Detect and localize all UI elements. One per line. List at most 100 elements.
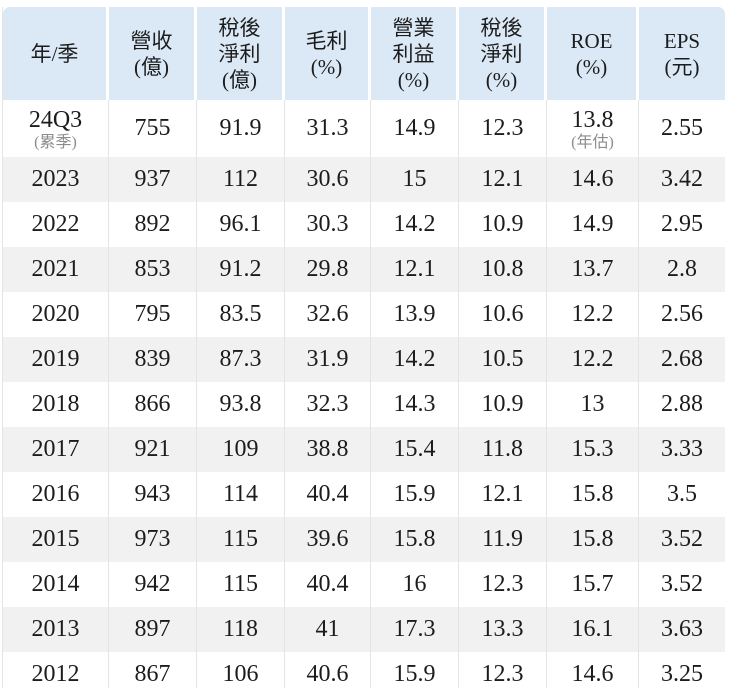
cell-net-profit-amt: 91.9: [197, 100, 285, 157]
cell-value: 115: [222, 526, 259, 552]
cell-eps: 3.42: [639, 157, 725, 202]
cell-eps: 3.5: [639, 472, 725, 517]
cell-year: 2013: [3, 607, 109, 652]
cell-value: 3.63: [661, 616, 703, 642]
table-row-2014: 2014 942 115 40.4 16 12.3 15.7 3.52: [3, 562, 725, 607]
cell-value: 15.8: [571, 526, 614, 552]
cell-eps: 2.56: [639, 292, 725, 337]
cell-roe: 16.1: [547, 607, 639, 652]
cell-operating-margin: 14.2: [371, 337, 459, 382]
cell-value: 3.42: [661, 166, 703, 192]
header-label: EPS: [663, 28, 701, 53]
cell-roe: 14.6: [547, 157, 639, 202]
cell-operating-margin: 15.4: [371, 427, 459, 472]
cell-year: 2018: [3, 382, 109, 427]
cell-eps: 3.52: [639, 517, 725, 562]
table-header-row: 年/季 營收 (億) 稅後 淨利 (億) 毛利 (%) 營業 利益 (%) 稅後 淨利 (%) ROE (%)…: [3, 7, 725, 100]
cell-value: 12.3: [481, 571, 524, 597]
cell-value: 937: [134, 166, 171, 192]
cell-value: 13.7: [571, 256, 614, 282]
cell-gross-margin: 31.9: [285, 337, 371, 382]
cell-value: 921: [134, 436, 171, 462]
cell-net-margin: 12.1: [459, 157, 547, 202]
cell-value: 2015: [31, 526, 80, 552]
cell-value: 13.8: [571, 106, 614, 133]
cell-value: 109: [222, 436, 259, 462]
cell-roe: 12.2: [547, 337, 639, 382]
cell-value: 31.3: [306, 115, 349, 141]
cell-value: 2.55: [661, 115, 703, 141]
cell-value: 15.8: [571, 481, 614, 507]
cell-roe: 15.7: [547, 562, 639, 607]
financial-history-table[interactable]: 年/季 營收 (億) 稅後 淨利 (億) 毛利 (%) 營業 利益 (%) 稅後 淨利 (%) ROE (%)…: [2, 7, 725, 688]
cell-net-margin: 11.9: [459, 517, 547, 562]
cell-revenue: 867: [109, 652, 197, 688]
cell-value: 3.33: [661, 436, 703, 462]
cell-roe: 13.8 (年估): [547, 100, 639, 157]
header-label: 年/季: [30, 41, 79, 66]
table-row-2023: 2023 937 112 30.6 15 12.1 14.6 3.42: [3, 157, 725, 202]
cell-value: 115: [222, 571, 259, 597]
cell-gross-margin: 41: [285, 607, 371, 652]
cell-net-margin: 12.1: [459, 472, 547, 517]
cell-net-profit-amt: 83.5: [197, 292, 285, 337]
cell-operating-margin: 15.9: [371, 652, 459, 688]
cell-value: 3.5: [667, 481, 697, 507]
cell-value: 13.9: [393, 301, 436, 327]
table-row-2021: 2021 853 91.2 29.8 12.1 10.8 13.7 2.8: [3, 247, 725, 292]
cell-net-profit-amt: 118: [197, 607, 285, 652]
cell-value: 2.95: [661, 211, 703, 237]
cell-value: 87.3: [219, 346, 262, 372]
cell-value: 14.9: [571, 211, 614, 237]
cell-revenue: 892: [109, 202, 197, 247]
cell-value: 10.9: [481, 391, 524, 417]
cell-value: 30.3: [306, 211, 349, 237]
cell-gross-margin: 29.8: [285, 247, 371, 292]
cell-revenue: 921: [109, 427, 197, 472]
cell-revenue: 973: [109, 517, 197, 562]
cell-roe: 12.2: [547, 292, 639, 337]
cell-value: 31.9: [306, 346, 349, 372]
cell-value: 12.1: [481, 481, 524, 507]
cell-value: 11.8: [481, 436, 524, 462]
cell-year: 2017: [3, 427, 109, 472]
cell-value: 2.8: [667, 256, 697, 282]
header-label: (億): [134, 54, 169, 79]
cell-net-profit-amt: 109: [197, 427, 285, 472]
cell-eps: 2.88: [639, 382, 725, 427]
cell-value: 40.4: [306, 481, 349, 507]
cell-roe: 13.7: [547, 247, 639, 292]
header-cell-roe: ROE (%): [547, 7, 639, 100]
cell-value: 866: [134, 391, 171, 417]
cell-value: 15.9: [393, 661, 436, 687]
cell-value: 2022: [31, 211, 80, 237]
cell-value: 942: [134, 571, 171, 597]
cell-value: 40.4: [306, 571, 349, 597]
cell-value: 2020: [31, 301, 80, 327]
cell-value: 13.3: [481, 616, 524, 642]
cell-value: 2.88: [661, 391, 703, 417]
cell-value: 14.6: [571, 661, 614, 687]
cell-value: 10.9: [481, 211, 524, 237]
header-label: (%): [397, 67, 430, 92]
cell-value: 795: [134, 301, 171, 327]
cell-value: 3.52: [661, 526, 703, 552]
table-row-2020: 2020 795 83.5 32.6 13.9 10.6 12.2 2.56: [3, 292, 725, 337]
table-body[interactable]: 24Q3 (累季) 755 91.9 31.3 14.9 12.3 13.8 (年估) 2.55 2…: [3, 100, 725, 688]
cell-value: 15.8: [393, 526, 436, 552]
header-label: 營業: [392, 15, 435, 40]
cell-eps: 3.52: [639, 562, 725, 607]
header-label: 稅後: [480, 15, 523, 40]
cell-net-margin: 12.3: [459, 100, 547, 157]
cell-note: (年估): [571, 133, 614, 151]
cell-value: 867: [134, 661, 171, 687]
cell-gross-margin: 30.6: [285, 157, 371, 202]
cell-roe: 15.3: [547, 427, 639, 472]
cell-eps: 3.33: [639, 427, 725, 472]
cell-net-profit-amt: 112: [197, 157, 285, 202]
cell-year: 2014: [3, 562, 109, 607]
cell-value: 14.6: [571, 166, 614, 192]
cell-value: 91.2: [219, 256, 262, 282]
cell-net-profit-amt: 91.2: [197, 247, 285, 292]
cell-value: 14.2: [393, 346, 436, 372]
